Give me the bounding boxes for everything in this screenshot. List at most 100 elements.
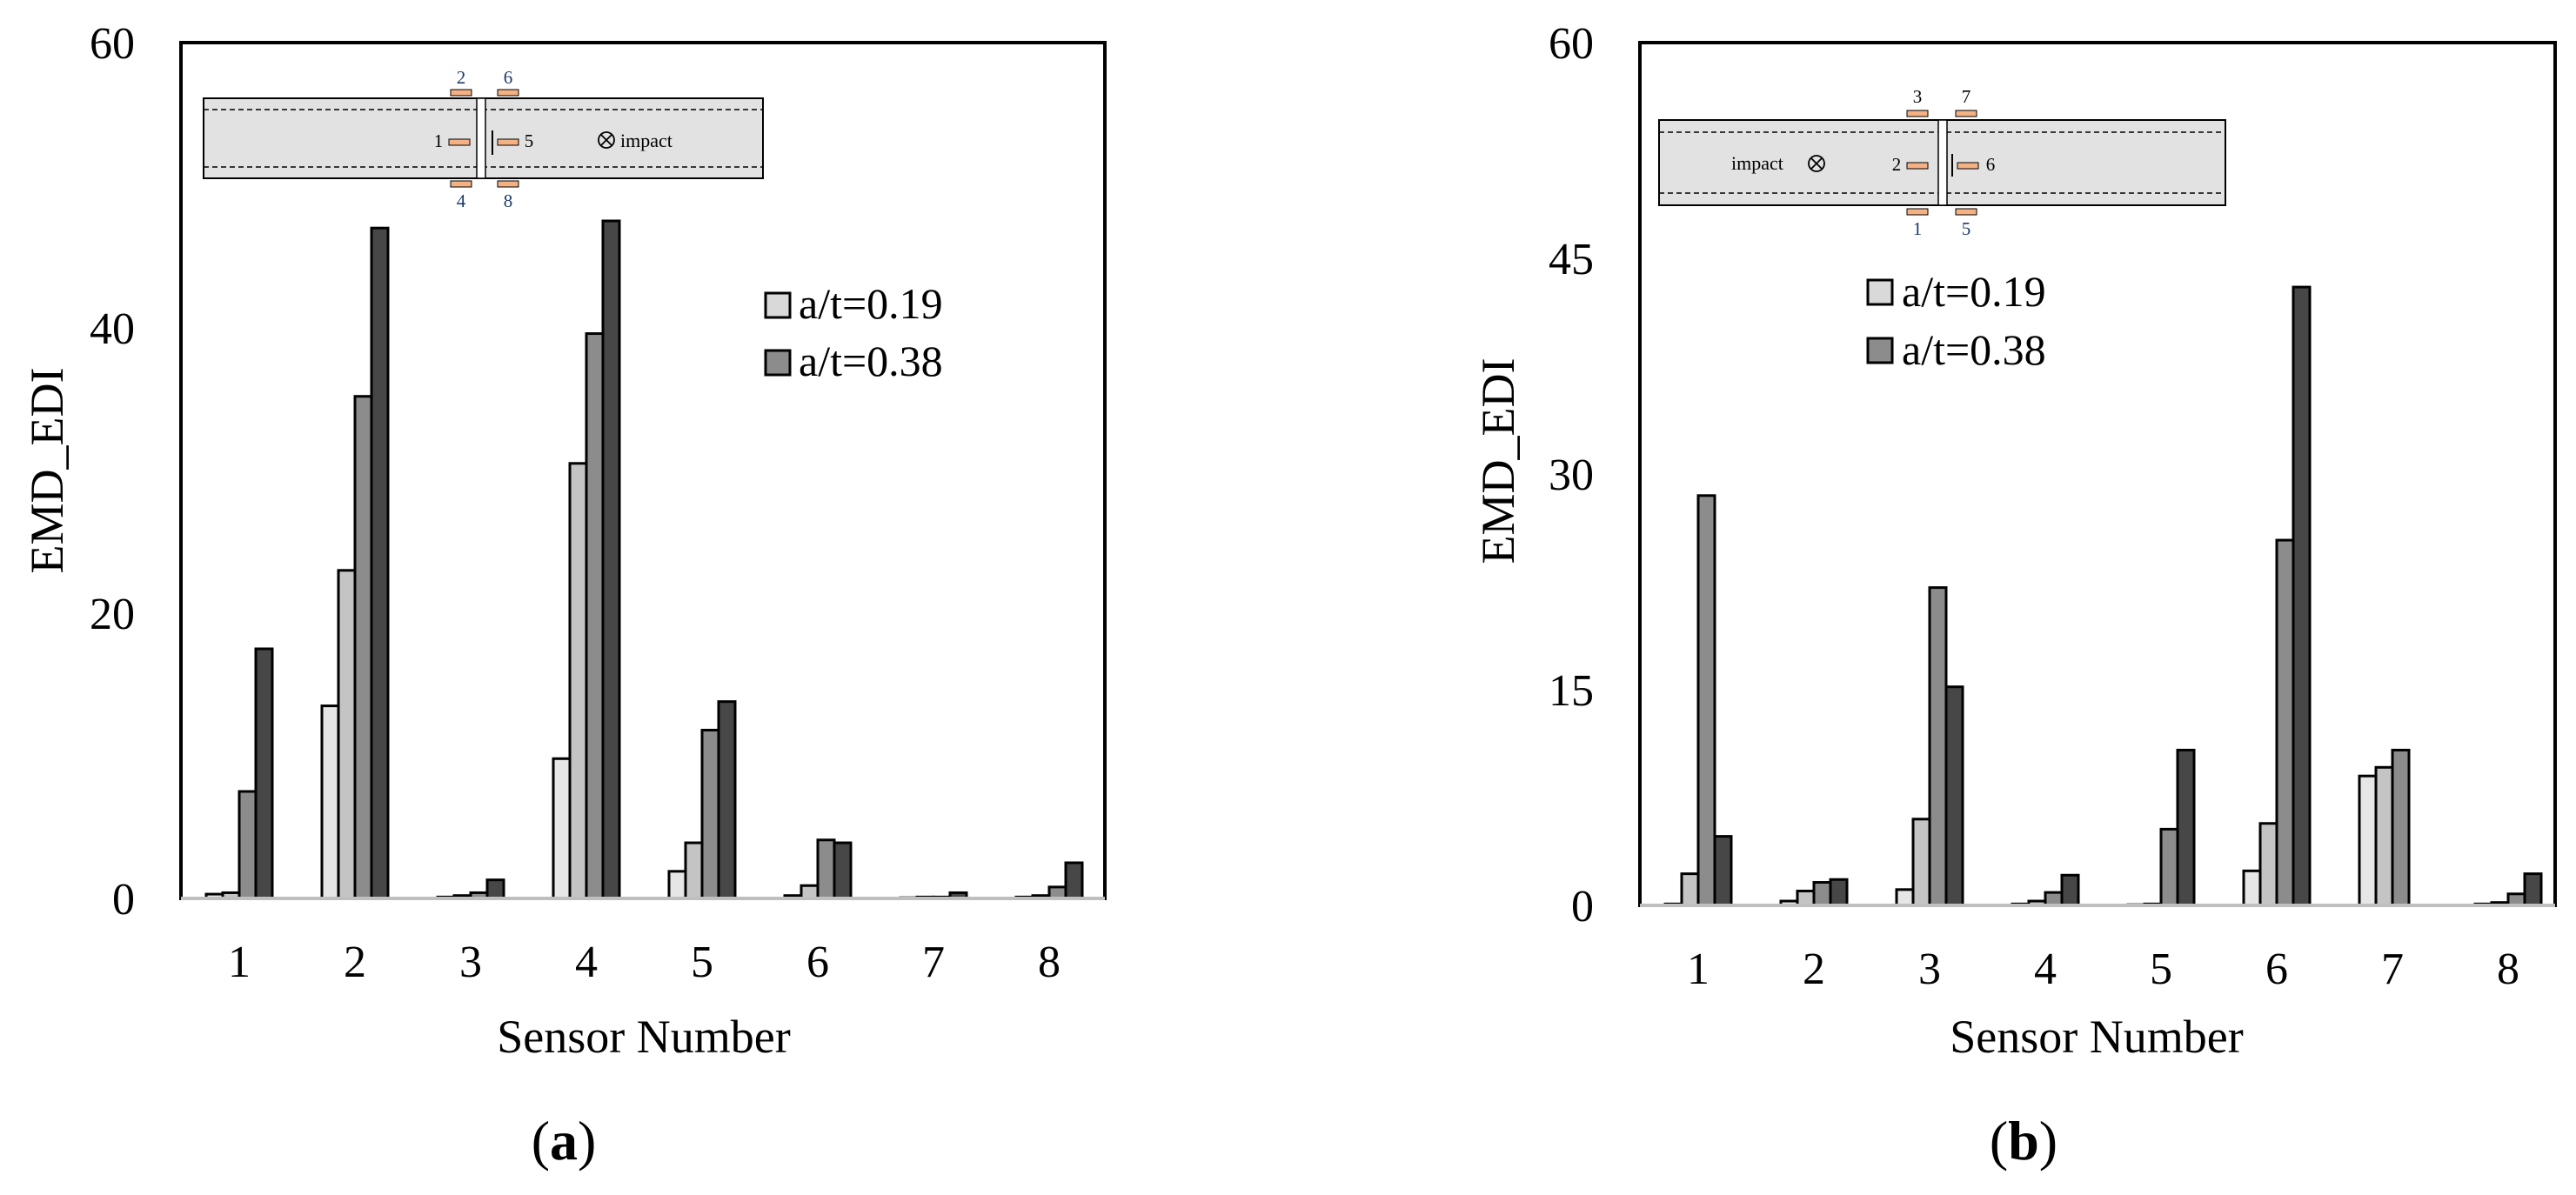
bar-sensor-2-1 <box>320 704 340 900</box>
y-axis-title: EMD_EDI <box>21 368 73 574</box>
sensor-4 <box>450 180 472 188</box>
sensor-2 <box>1906 162 1929 170</box>
sensor-7 <box>1955 110 1977 117</box>
sensor-label-2: 2 <box>1892 154 1902 175</box>
y-tick-label: 30 <box>1549 451 1594 500</box>
bar-sensor-7-2 <box>2374 765 2394 907</box>
inset-plate-diagram: 3 7 2 6 1 5 impact <box>1658 86 2226 239</box>
x-tick-label: 8 <box>1038 938 1061 987</box>
bar-sensor-4-3 <box>585 332 605 900</box>
x-axis-title: Sensor Number <box>1950 1011 2243 1063</box>
sensor-1 <box>448 138 471 146</box>
bar-sensor-6-2 <box>800 884 820 900</box>
sensor-5 <box>497 138 519 146</box>
bars-group <box>204 219 1084 900</box>
y-tick-label: 0 <box>112 875 135 925</box>
x-tick-label: 1 <box>1687 945 1710 994</box>
impact-icon <box>1808 155 1825 172</box>
x-tick-label: 3 <box>1918 945 1941 994</box>
bar-sensor-5-4 <box>717 700 737 900</box>
sensor-label-3: 3 <box>1913 86 1923 107</box>
sensor-label-1: 1 <box>434 130 444 151</box>
bar-sensor-3-3 <box>1928 586 1948 907</box>
legend-swatch-1 <box>1866 278 1894 306</box>
bar-sensor-2-3 <box>1812 881 1832 907</box>
x-tick-label: 6 <box>2265 945 2288 994</box>
y-tick-label: 45 <box>1549 235 1594 284</box>
bar-sensor-4-1 <box>552 757 572 900</box>
bar-sensor-5-4 <box>2176 748 2196 907</box>
crack-gap <box>1937 119 1948 206</box>
y-tick-label: 20 <box>90 590 135 639</box>
x-tick-label: 5 <box>2150 945 2172 994</box>
bar-sensor-3-1 <box>1895 888 1915 907</box>
bar-sensor-1-2 <box>1680 872 1700 907</box>
bar-sensor-8-4 <box>1064 861 1084 900</box>
sensor-label-1: 1 <box>1913 218 1923 239</box>
legend-label-1: a/t=0.19 <box>799 279 943 328</box>
crack-gap <box>476 97 486 179</box>
bar-sensor-8-4 <box>2523 872 2543 907</box>
sensor-label-6: 6 <box>504 67 513 88</box>
bar-sensor-2-4 <box>1829 878 1849 907</box>
legend-label-2: a/t=0.38 <box>799 337 943 385</box>
bar-sensor-1-4 <box>254 647 274 900</box>
bar-sensor-7-1 <box>2358 774 2378 907</box>
y-tick-label: 15 <box>1549 666 1594 716</box>
x-tick-label: 3 <box>459 938 482 987</box>
x-tick-label: 4 <box>2034 945 2057 994</box>
y-axis-title: EMD_EDI <box>1472 358 1524 564</box>
legend-swatch-2 <box>764 349 792 377</box>
sensor-6 <box>1957 162 1979 170</box>
bar-sensor-4-4 <box>601 219 621 900</box>
bar-sensor-2-2 <box>1796 889 1816 907</box>
legend-swatch-1 <box>764 291 792 319</box>
impact-label: impact <box>620 130 672 151</box>
sensor-label-4: 4 <box>457 190 466 211</box>
sensor-3 <box>1906 110 1929 117</box>
sensor-5 <box>1955 208 1977 216</box>
bar-sensor-2-2 <box>337 569 357 900</box>
x-tick-label: 4 <box>575 938 598 987</box>
panel-label-b: (b) <box>1990 1110 2057 1172</box>
sensor-1 <box>1906 208 1929 216</box>
y-tick-label: 60 <box>90 19 135 69</box>
sensor-8 <box>497 180 519 188</box>
bar-sensor-6-3 <box>816 838 836 900</box>
sensor-label-2: 2 <box>457 67 466 88</box>
impact-icon <box>598 131 615 149</box>
x-axis-title: Sensor Number <box>497 1011 790 1063</box>
bar-sensor-5-1 <box>667 870 687 900</box>
bars-group <box>1663 285 2543 907</box>
inset-plate-diagram: 2 6 1 5 4 8 impact <box>203 67 764 211</box>
bar-sensor-6-3 <box>2275 538 2295 907</box>
legend: a/t=0.19 a/t=0.38 <box>1866 267 2046 374</box>
impact-label: impact <box>1731 152 1783 174</box>
sensor-2 <box>450 89 472 97</box>
y-tick-label: 0 <box>1571 882 1594 931</box>
bar-sensor-4-3 <box>2044 891 2064 907</box>
x-tick-labels: 1 2 3 4 5 6 7 8 <box>1687 945 2519 994</box>
panel-label-a: (a) <box>532 1110 597 1172</box>
bar-sensor-2-3 <box>353 395 373 900</box>
bar-sensor-6-2 <box>2258 822 2278 907</box>
y-tick-labels: 0 15 30 45 60 <box>1549 19 1594 931</box>
bar-sensor-1-3 <box>1696 494 1716 907</box>
x-tick-label: 7 <box>2381 945 2404 994</box>
x-tick-label: 2 <box>344 938 366 987</box>
y-tick-labels: 0 20 40 60 <box>90 19 135 925</box>
x-tick-label: 6 <box>806 938 829 987</box>
bar-sensor-2-4 <box>370 226 390 900</box>
x-tick-labels: 1 2 3 4 5 6 7 8 <box>228 938 1061 987</box>
bar-sensor-3-4 <box>485 878 505 900</box>
legend-swatch-2 <box>1866 337 1894 364</box>
legend-label-1: a/t=0.19 <box>1902 267 2046 316</box>
sensor-label-5: 5 <box>525 130 534 151</box>
sensor-label-5: 5 <box>1962 218 1971 239</box>
legend-label-2: a/t=0.38 <box>1902 325 2046 374</box>
bar-sensor-5-3 <box>2159 827 2179 907</box>
legend: a/t=0.19 a/t=0.38 <box>764 279 943 385</box>
sensor-label-6: 6 <box>1986 154 1996 175</box>
